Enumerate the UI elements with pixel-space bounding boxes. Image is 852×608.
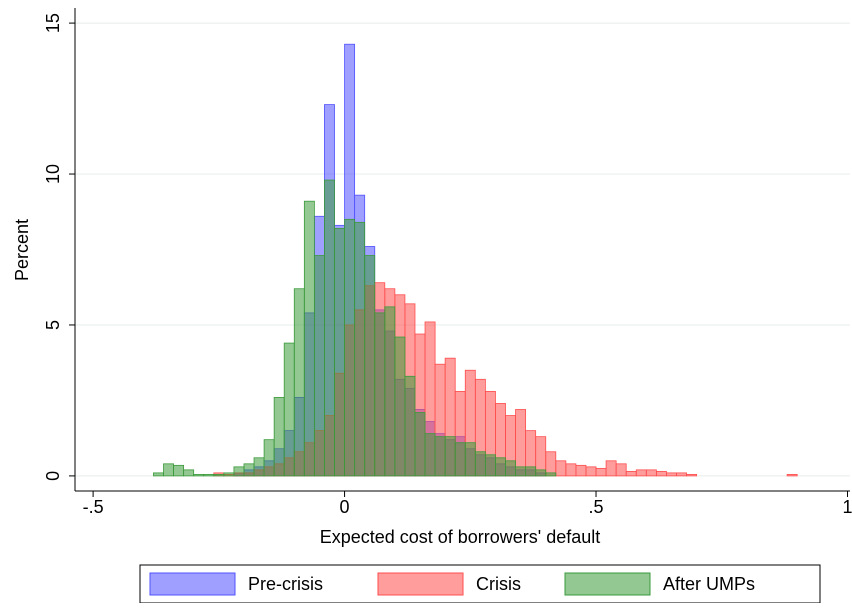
legend-label: Crisis bbox=[476, 574, 521, 594]
bar bbox=[786, 473, 798, 477]
bar bbox=[676, 472, 687, 477]
bar bbox=[394, 336, 406, 477]
bar bbox=[434, 436, 446, 477]
bar bbox=[686, 473, 698, 477]
bar bbox=[203, 473, 215, 477]
bar bbox=[615, 463, 627, 477]
bar bbox=[555, 460, 567, 477]
bar bbox=[213, 473, 225, 477]
bar bbox=[324, 179, 335, 477]
bar bbox=[666, 472, 677, 477]
bar bbox=[283, 342, 295, 477]
bar bbox=[515, 466, 527, 477]
bar bbox=[303, 200, 315, 477]
bar bbox=[293, 288, 305, 477]
bar bbox=[173, 464, 185, 477]
bar bbox=[545, 451, 557, 477]
bar bbox=[364, 255, 376, 477]
legend-label: After UMPs bbox=[663, 574, 755, 594]
y-axis-label: Percent bbox=[12, 219, 32, 281]
bar bbox=[515, 409, 527, 477]
x-tick-label: 1 bbox=[842, 497, 852, 517]
x-tick-label: .5 bbox=[589, 497, 604, 517]
bar bbox=[263, 439, 275, 477]
bar bbox=[585, 466, 597, 477]
bar bbox=[334, 227, 345, 477]
y-tick-label: 15 bbox=[43, 13, 63, 33]
bar bbox=[464, 442, 476, 477]
bar bbox=[223, 472, 235, 477]
bar bbox=[444, 436, 456, 477]
bar bbox=[635, 469, 647, 477]
legend-label: Pre-crisis bbox=[248, 574, 323, 594]
bar bbox=[645, 469, 657, 477]
x-tick-label: -.5 bbox=[83, 497, 104, 517]
bar bbox=[625, 470, 637, 477]
bar bbox=[354, 221, 366, 477]
bar bbox=[484, 454, 496, 477]
bar bbox=[565, 463, 577, 477]
bar bbox=[313, 255, 325, 477]
bar bbox=[384, 306, 396, 477]
legend-swatch bbox=[564, 572, 651, 596]
legend-swatch bbox=[149, 572, 236, 596]
bar bbox=[605, 460, 617, 477]
y-tick-label: 10 bbox=[43, 164, 63, 184]
bar bbox=[404, 375, 416, 477]
bar bbox=[535, 469, 547, 477]
bar bbox=[454, 442, 466, 477]
bar bbox=[193, 473, 205, 477]
x-axis-label: Expected cost of borrowers' default bbox=[320, 527, 601, 547]
bar bbox=[595, 467, 607, 477]
legend-box bbox=[139, 564, 821, 604]
bar bbox=[495, 457, 506, 477]
bar bbox=[344, 218, 356, 477]
bar bbox=[374, 312, 386, 477]
bar bbox=[183, 469, 195, 477]
bar bbox=[575, 464, 587, 477]
bar bbox=[505, 460, 516, 477]
bar bbox=[253, 457, 265, 477]
y-tick-label: 5 bbox=[43, 320, 63, 330]
bar bbox=[474, 451, 486, 477]
bar bbox=[655, 470, 667, 477]
bar bbox=[163, 463, 174, 477]
bar bbox=[153, 472, 164, 477]
bar bbox=[414, 412, 426, 477]
x-tick-label: 0 bbox=[340, 497, 350, 517]
bar bbox=[525, 466, 537, 477]
bar bbox=[243, 463, 255, 477]
bar bbox=[424, 433, 436, 477]
bar bbox=[233, 466, 245, 477]
bar bbox=[545, 472, 557, 477]
legend-swatch bbox=[377, 572, 464, 596]
bar bbox=[273, 397, 285, 477]
y-tick-label: 0 bbox=[43, 471, 63, 481]
